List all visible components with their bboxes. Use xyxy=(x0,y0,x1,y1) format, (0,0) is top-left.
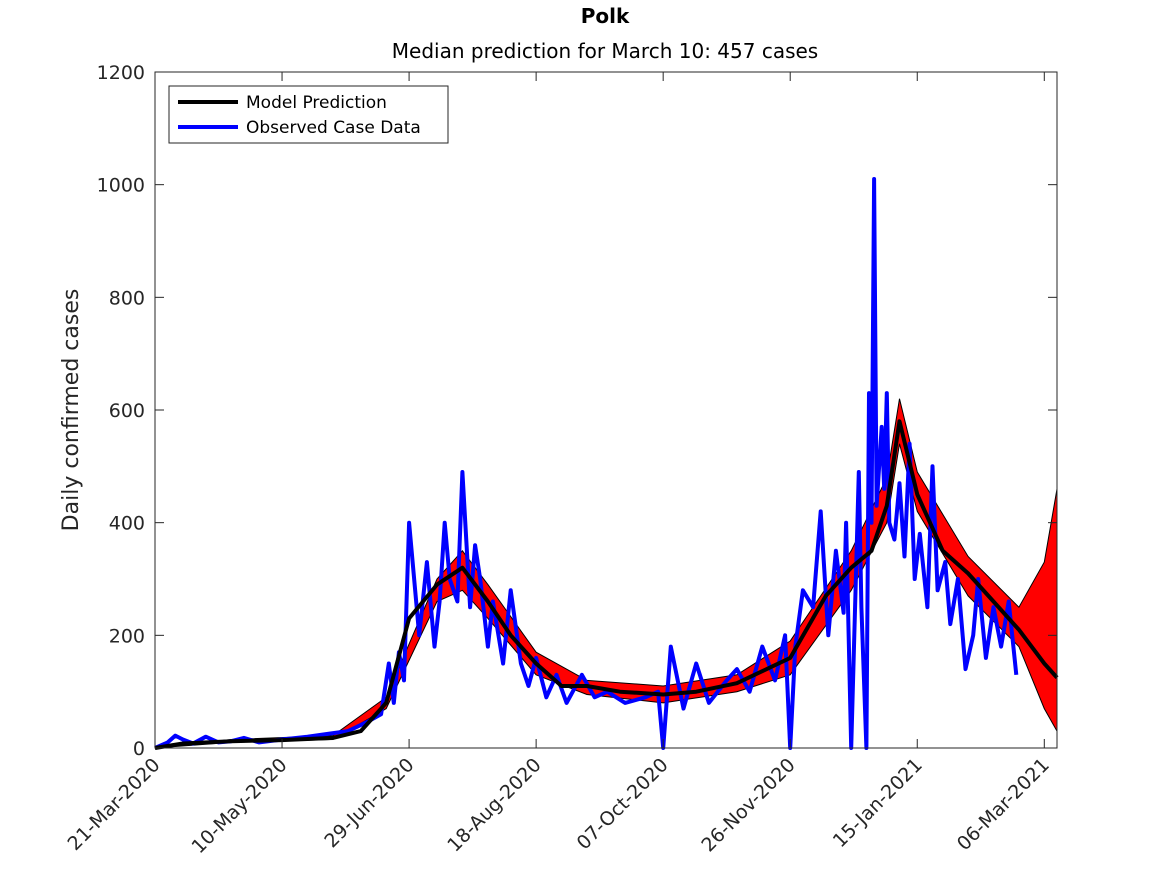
legend-label-model: Model Prediction xyxy=(246,93,387,113)
y-tick-label: 600 xyxy=(109,400,145,422)
plot-frame xyxy=(154,71,1058,749)
y-axis-label: Daily confirmed cases xyxy=(59,289,84,532)
chart-title: Polk xyxy=(581,4,630,28)
y-tick-label: 0 xyxy=(133,738,145,760)
y-axis: 0 200 400 600 800 1000 1200 xyxy=(97,62,1057,760)
y-tick-label: 1000 xyxy=(97,175,145,197)
x-tick-label: 10-May-2020 xyxy=(187,754,291,858)
x-tick-label: 18-Aug-2020 xyxy=(443,754,545,856)
y-tick-label: 200 xyxy=(109,625,145,647)
x-tick-label: 29-Jun-2020 xyxy=(320,754,418,852)
legend-box xyxy=(168,85,449,144)
y-tick-label: 1200 xyxy=(97,62,145,84)
legend: Model Prediction Observed Case Data xyxy=(168,85,449,144)
chart-subtitle: Median prediction for March 10: 457 case… xyxy=(392,39,818,63)
x-tick-label: 06-Mar-2021 xyxy=(953,754,1054,855)
y-tick-label: 800 xyxy=(109,287,145,309)
x-tick-label: 26-Nov-2020 xyxy=(697,754,799,856)
x-tick-label: 15-Jan-2021 xyxy=(829,754,927,852)
x-tick-label: 21-Mar-2020 xyxy=(64,754,165,855)
y-tick-label: 400 xyxy=(109,513,145,535)
plot-area xyxy=(154,71,1058,749)
model-prediction-line xyxy=(154,419,1059,750)
model-series-layer xyxy=(154,419,1059,750)
x-tick-label: 07-Oct-2020 xyxy=(573,754,673,854)
legend-label-observed: Observed Case Data xyxy=(246,118,421,138)
